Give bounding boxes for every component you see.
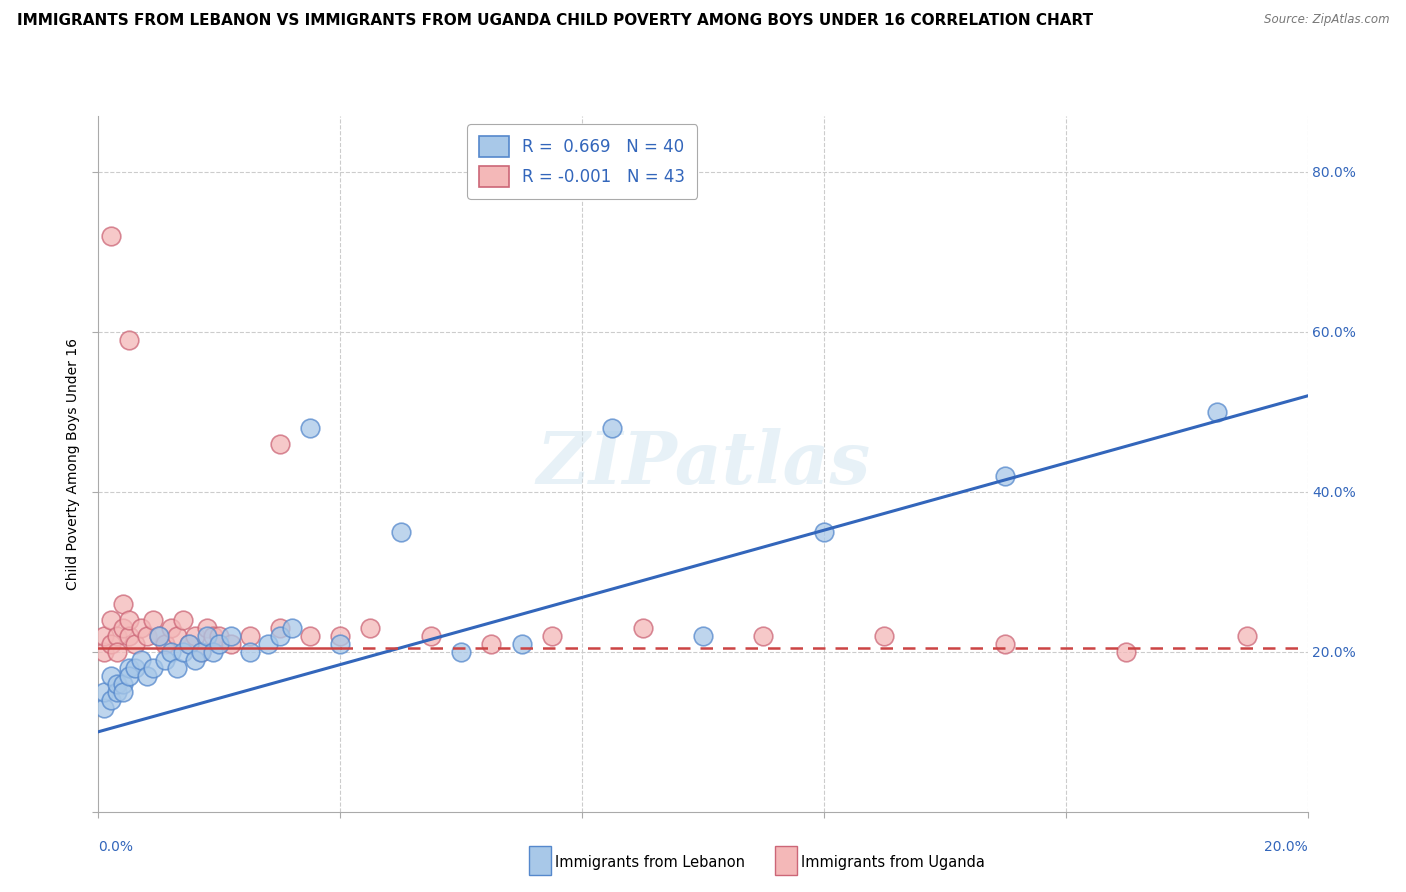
Point — [329, 629, 352, 643]
Point — [118, 669, 141, 683]
Text: ZIPatlas: ZIPatlas — [536, 428, 870, 500]
Point — [172, 613, 194, 627]
Point — [510, 637, 533, 651]
Point — [602, 421, 624, 435]
Point — [221, 637, 243, 651]
Point — [148, 629, 170, 643]
Point — [420, 629, 443, 643]
Point — [166, 629, 188, 643]
Point — [142, 613, 165, 627]
Point — [190, 645, 212, 659]
Point — [135, 629, 157, 643]
Point — [118, 333, 141, 347]
Point — [93, 629, 115, 643]
Point — [153, 637, 176, 651]
Y-axis label: Child Poverty Among Boys Under 16: Child Poverty Among Boys Under 16 — [66, 338, 80, 590]
Point — [118, 661, 141, 675]
Text: 20.0%: 20.0% — [1264, 839, 1308, 854]
Point — [360, 621, 382, 635]
Point — [190, 645, 212, 659]
Point — [208, 637, 231, 651]
Point — [631, 621, 654, 635]
Point — [111, 597, 134, 611]
Point — [179, 637, 201, 651]
Point — [1206, 405, 1229, 419]
Point — [179, 637, 201, 651]
Point — [172, 645, 194, 659]
Point — [160, 621, 183, 635]
Point — [148, 629, 170, 643]
Point — [299, 421, 322, 435]
Text: IMMIGRANTS FROM LEBANON VS IMMIGRANTS FROM UGANDA CHILD POVERTY AMONG BOYS UNDER: IMMIGRANTS FROM LEBANON VS IMMIGRANTS FR… — [17, 13, 1092, 29]
Point — [813, 524, 835, 539]
Point — [93, 645, 115, 659]
Point — [129, 621, 152, 635]
Point — [184, 653, 207, 667]
Point — [124, 637, 146, 651]
Point — [269, 621, 291, 635]
Point — [195, 629, 218, 643]
Point — [195, 621, 218, 635]
Point — [256, 637, 278, 651]
Point — [105, 685, 128, 699]
Text: 0.0%: 0.0% — [98, 839, 134, 854]
Point — [100, 637, 122, 651]
Point — [281, 621, 304, 635]
Point — [202, 645, 225, 659]
Point — [111, 685, 134, 699]
Point — [160, 645, 183, 659]
Point — [111, 677, 134, 691]
Point — [1115, 645, 1137, 659]
Point — [100, 692, 122, 706]
Point — [450, 645, 472, 659]
Point — [100, 613, 122, 627]
Point — [184, 629, 207, 643]
Point — [100, 669, 122, 683]
Point — [994, 637, 1017, 651]
Point — [389, 524, 412, 539]
Point — [100, 228, 122, 243]
Point — [118, 629, 141, 643]
Point — [142, 661, 165, 675]
Point — [329, 637, 352, 651]
Point — [269, 437, 291, 451]
Point — [1236, 629, 1258, 643]
Point — [994, 468, 1017, 483]
Point — [752, 629, 775, 643]
Legend: R =  0.669   N = 40, R = -0.001   N = 43: R = 0.669 N = 40, R = -0.001 N = 43 — [467, 124, 697, 199]
Point — [124, 661, 146, 675]
Point — [135, 669, 157, 683]
Point — [153, 653, 176, 667]
Point — [208, 629, 231, 643]
Point — [239, 645, 262, 659]
Text: Immigrants from Lebanon: Immigrants from Lebanon — [555, 855, 745, 870]
Point — [692, 629, 714, 643]
Point — [105, 677, 128, 691]
Point — [221, 629, 243, 643]
Point — [129, 653, 152, 667]
Point — [540, 629, 562, 643]
Point — [269, 629, 291, 643]
Point — [111, 621, 134, 635]
Point — [239, 629, 262, 643]
Point — [105, 645, 128, 659]
Point — [481, 637, 503, 651]
Point — [202, 629, 225, 643]
Point — [166, 661, 188, 675]
Point — [118, 613, 141, 627]
Text: Source: ZipAtlas.com: Source: ZipAtlas.com — [1264, 13, 1389, 27]
Point — [93, 685, 115, 699]
Point — [105, 629, 128, 643]
Text: Immigrants from Uganda: Immigrants from Uganda — [801, 855, 986, 870]
Point — [299, 629, 322, 643]
Point — [873, 629, 896, 643]
Point — [93, 700, 115, 714]
